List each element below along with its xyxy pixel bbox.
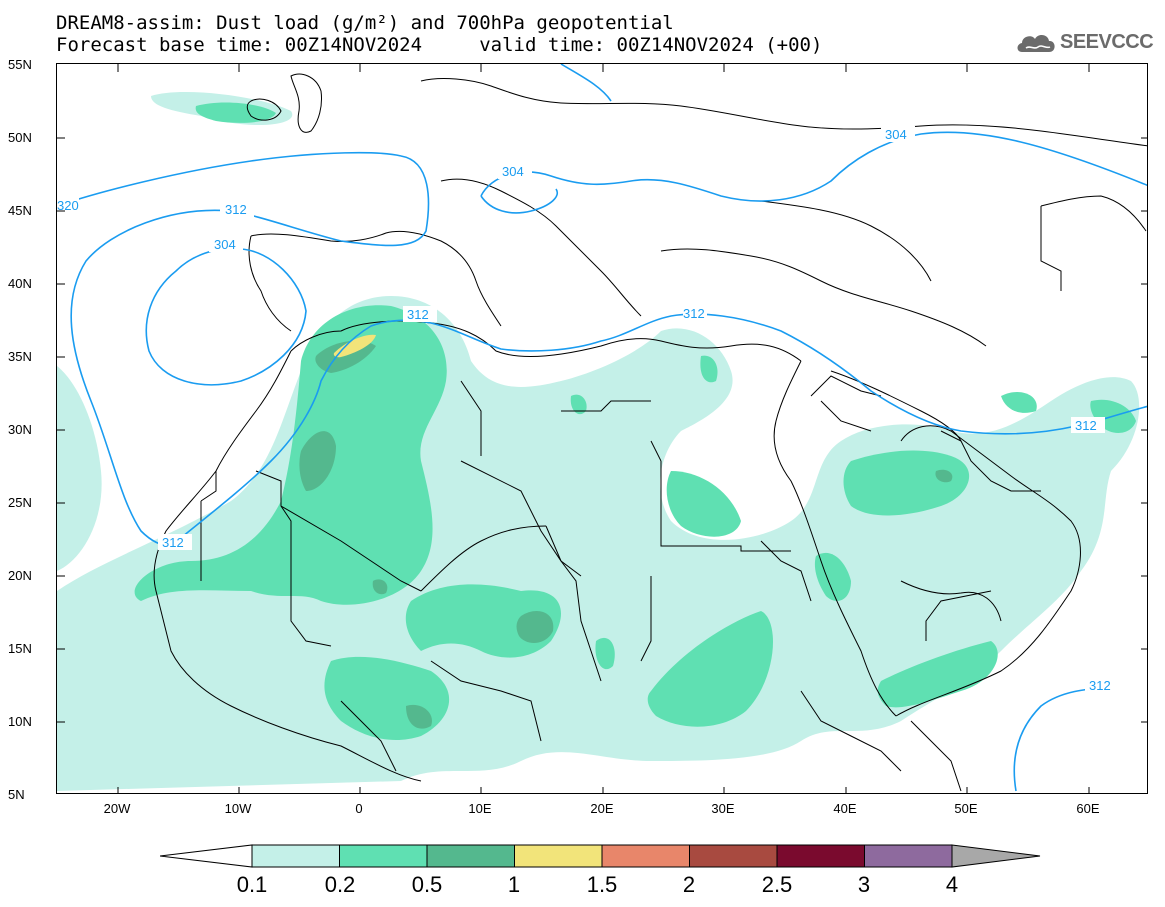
colorbar-label: 3 xyxy=(857,872,871,897)
contour-label-312: 312 xyxy=(1089,678,1111,693)
lat-label: 25N xyxy=(8,495,32,510)
colorbar-swatch xyxy=(864,844,953,868)
colorbar-high-end xyxy=(951,844,1041,868)
map-panel: 312 304 320 312 304 304 312 312 312 312 xyxy=(56,63,1148,794)
lon-label: 10E xyxy=(468,801,492,816)
lon-label: 40E xyxy=(833,801,857,816)
map-subtitle-times: Forecast base time: 00Z14NOV2024 valid t… xyxy=(56,34,823,56)
dust-level-1-fill xyxy=(333,334,376,358)
colorbar-label: 4 xyxy=(945,872,959,897)
lat-label: 35N xyxy=(8,349,32,364)
lat-label: 55N xyxy=(8,57,32,72)
contour-label-312: 312 xyxy=(407,307,429,322)
colorbar-swatch xyxy=(601,844,690,868)
dust-level-0-1-fill xyxy=(57,91,1140,791)
lon-label: 20E xyxy=(590,801,614,816)
contour-label-312: 312 xyxy=(225,202,247,217)
lon-label: 50E xyxy=(954,801,978,816)
lon-label: 60E xyxy=(1076,801,1100,816)
contour-label-312: 312 xyxy=(162,535,184,550)
lat-label: 40N xyxy=(8,276,32,291)
lon-label: 0 xyxy=(355,801,363,816)
contour-label-312-partial: 312 xyxy=(683,306,705,321)
axis-ticks xyxy=(57,64,1147,793)
lon-label: 30E xyxy=(711,801,735,816)
dust-map: 312 304 320 312 304 304 312 312 312 312 xyxy=(57,64,1147,793)
colorbar-label: 0.2 xyxy=(324,872,356,897)
colorbar-swatch xyxy=(514,844,603,868)
coastlines-and-borders xyxy=(153,73,1147,792)
map-title: DREAM8-assim: Dust load (g/m²) and 700hP… xyxy=(56,12,674,34)
lat-label: 15N xyxy=(8,641,32,656)
lat-label: 45N xyxy=(8,203,32,218)
contour-label-312: 312 xyxy=(1075,418,1097,433)
lon-label: 10W xyxy=(224,801,252,816)
contour-label-304: 304 xyxy=(885,127,907,142)
colorbar-label: 0.1 xyxy=(236,872,268,897)
colorbar-low-end xyxy=(160,844,253,868)
colorbar-label: 0.5 xyxy=(411,872,443,897)
lat-label: 30N xyxy=(8,422,32,437)
dust-level-0-2-fill xyxy=(134,102,1136,741)
lat-label: 5N xyxy=(8,787,25,802)
colorbar-swatch xyxy=(339,844,428,868)
colorbar xyxy=(160,844,1041,868)
colorbar-label: 1.5 xyxy=(586,872,618,897)
colorbar-swatch xyxy=(251,844,340,868)
colorbar-swatch xyxy=(776,844,865,868)
cloud-logo-icon xyxy=(1017,35,1055,52)
colorbar-label: 2.5 xyxy=(761,872,793,897)
lon-label: 20W xyxy=(103,801,131,816)
contour-label-320: 320 xyxy=(57,198,79,213)
contour-label-304: 304 xyxy=(502,164,524,179)
geopotential-contours xyxy=(57,64,1147,792)
colorbar-swatch xyxy=(689,844,778,868)
lat-label: 50N xyxy=(8,130,32,145)
colorbar-label: 1 xyxy=(507,872,521,897)
logo-text: SEEVCCC xyxy=(1060,31,1154,53)
contour-label-304: 304 xyxy=(214,237,236,252)
colorbar-label: 2 xyxy=(682,872,696,897)
colorbar-swatch xyxy=(426,844,515,868)
lat-label: 10N xyxy=(8,714,32,729)
lat-label: 20N xyxy=(8,568,32,583)
